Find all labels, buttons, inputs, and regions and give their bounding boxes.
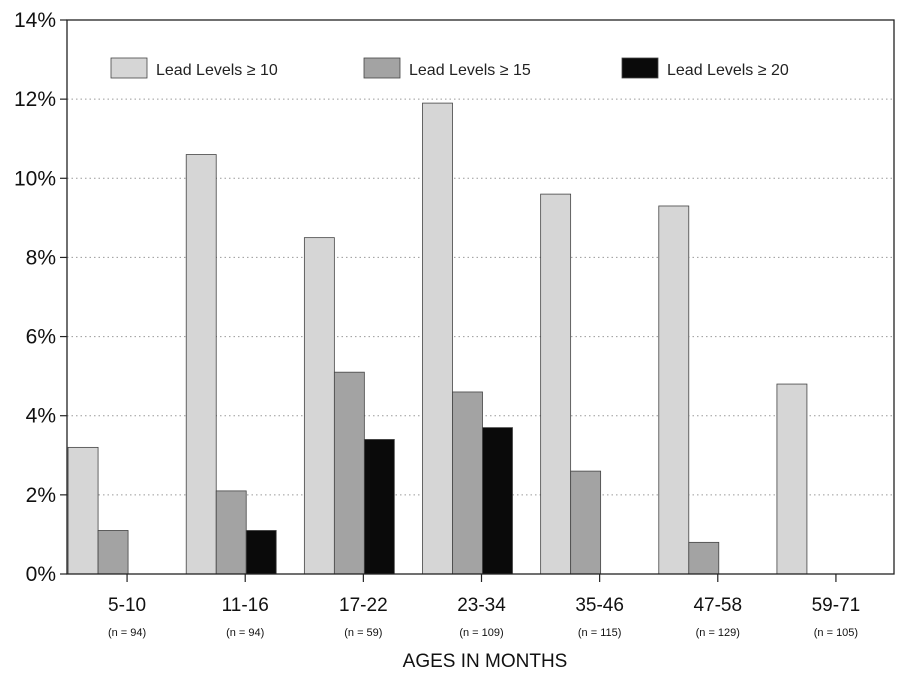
y-tick-label: 2%: [26, 484, 56, 507]
x-tick-label: 59-71: [812, 595, 861, 616]
x-tick-sample-size: (n = 94): [108, 627, 146, 639]
x-tick-sample-size: (n = 129): [696, 627, 740, 639]
x-tick-label: 35-46: [575, 595, 624, 616]
y-tick-label: 6%: [26, 326, 56, 349]
y-tick-label: 10%: [14, 167, 56, 190]
bar-2-5-10: [97, 530, 129, 575]
bar-1-23-34: [422, 102, 453, 575]
x-tick-label: 23-34: [457, 595, 506, 616]
bar-1-35-46: [540, 193, 572, 575]
y-tick-label: 4%: [26, 405, 56, 428]
legend-label-3: Lead Levels ≥ 20: [667, 62, 789, 79]
legend-label-2: Lead Levels ≥ 15: [409, 62, 531, 79]
x-tick-label: 11-16: [222, 595, 269, 616]
bar-3-11-16: [245, 530, 277, 575]
bar-2-17-22: [333, 371, 365, 575]
plot-frame: [66, 19, 895, 575]
bar-2-23-34: [452, 391, 483, 575]
bar-3-17-22: [363, 439, 395, 575]
legend-swatch-2: [363, 57, 401, 79]
y-tick-label: 8%: [26, 246, 56, 269]
bar-1-5-10: [67, 446, 99, 575]
y-axis-ticks: 0% 2% 4% 6% 8% 10% 12% 14%: [14, 9, 67, 586]
bar-1-11-16: [185, 154, 217, 575]
y-tick-label: 12%: [14, 88, 56, 111]
bars: [67, 102, 808, 575]
legend-swatch-3: [621, 57, 659, 79]
x-axis-label: AGES IN MONTHS: [403, 651, 568, 672]
x-tick-label: 17-22: [339, 595, 388, 616]
bar-2-11-16: [215, 490, 247, 575]
bar-1-59-71: [776, 383, 808, 575]
axes: [66, 19, 895, 575]
legend: Lead Levels ≥ 10 Lead Levels ≥ 15 Lead Lev…: [110, 57, 789, 79]
x-tick-sample-size: (n = 109): [459, 627, 503, 639]
bar-1-17-22: [303, 237, 335, 575]
x-tick-label: 47-58: [693, 595, 742, 616]
x-axis-ticks: 5-10 (n = 94) 11-16 (n = 94) 17-22 (n = 59) 23…: [108, 574, 860, 639]
bar-2-47-58: [688, 541, 720, 575]
bar-3-23-34: [482, 427, 513, 575]
legend-label-1: Lead Levels ≥ 10: [156, 62, 278, 79]
grid-lines: [67, 98, 894, 496]
x-tick-sample-size: (n = 115): [578, 627, 622, 639]
legend-swatch-1: [110, 57, 148, 79]
y-tick-label: 0%: [26, 563, 56, 586]
x-tick-sample-size: (n = 94): [226, 627, 264, 639]
bar-2-35-46: [570, 470, 602, 575]
x-tick-sample-size: (n = 105): [814, 627, 858, 639]
bar-1-47-58: [658, 205, 690, 575]
y-tick-label: 14%: [14, 9, 56, 32]
x-tick-label: 5-10: [108, 595, 146, 616]
x-tick-sample-size: (n = 59): [344, 627, 382, 639]
